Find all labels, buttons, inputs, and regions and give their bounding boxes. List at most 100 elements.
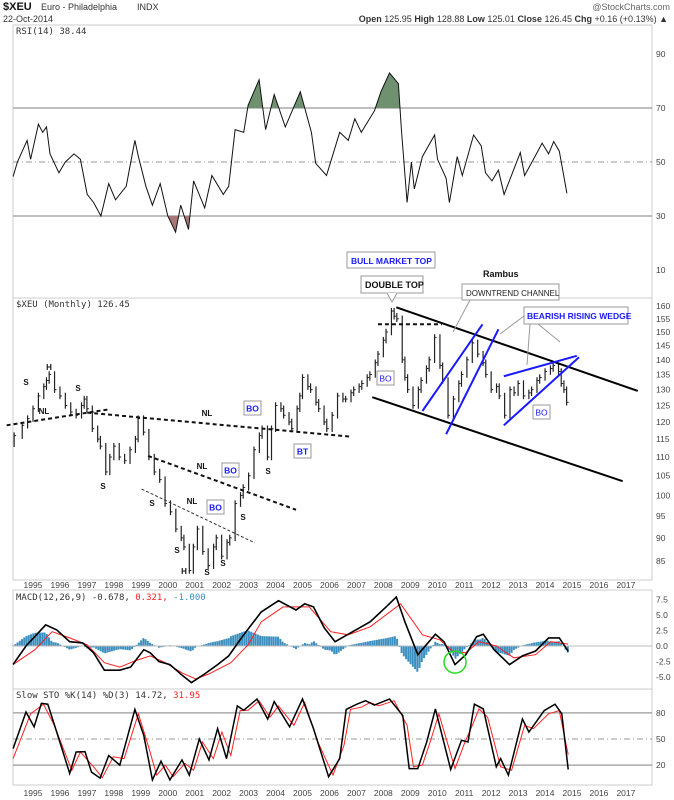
macd-histogram-bar — [52, 642, 55, 646]
macd-histogram-bar — [205, 643, 208, 646]
trendline — [395, 306, 639, 392]
macd-histogram-bar — [68, 646, 71, 650]
year-tick-label: 2007 — [347, 580, 366, 590]
quote-line: Open 125.95 High 128.88 Low 125.01 Close… — [359, 14, 668, 24]
macd-plot: 7.5 5.0 2.5 0.0 -2.5 -5.0 — [12, 595, 671, 684]
callout-downtrend-channel: DOWNTREND CHANNEL — [452, 283, 560, 333]
macd-histogram-bar — [425, 646, 428, 655]
macd-histogram-bar — [115, 646, 118, 651]
macd-histogram-bar — [371, 640, 374, 646]
year-tick-label: 2008 — [374, 580, 393, 590]
macd-histogram-bar — [254, 633, 257, 646]
price-tick-label: 120 — [656, 417, 670, 427]
macd-histogram-bar — [360, 642, 363, 646]
year-tick-label: 2012 — [482, 580, 501, 590]
macd-histogram-bar — [548, 641, 551, 646]
macd-histogram-bar — [512, 646, 515, 650]
symbol: $XEU — [3, 1, 32, 13]
macd-histogram-bar — [535, 642, 538, 646]
year-tick-label: 2006 — [320, 580, 339, 590]
macd-histogram-bar — [142, 638, 145, 646]
macd-histogram-bar — [481, 638, 484, 646]
watermark: @StockCharts.com — [592, 2, 670, 12]
macd-histogram-bar — [510, 646, 513, 653]
pattern-label: S — [149, 499, 155, 508]
macd-histogram-bar — [321, 646, 324, 649]
axes: 1995 1995 1996 1996 1997 1997 1998 1998 1999 1999… — [24, 580, 636, 798]
trendline — [147, 454, 297, 511]
breakout-label: BO — [246, 404, 259, 414]
macd-histogram-bar — [261, 636, 264, 646]
macd-histogram-bar — [373, 640, 376, 646]
sto-title: Slow STO %K(14) %D(3) 14.72, 31.95 — [16, 691, 200, 701]
macd-histogram-bar — [353, 644, 356, 646]
svg-text:DOUBLE TOP: DOUBLE TOP — [365, 280, 424, 290]
highlight-circle — [443, 650, 467, 674]
macd-histogram-bar — [557, 641, 560, 646]
year-tick-label: 2017 — [616, 788, 635, 798]
macd-histogram-bar — [180, 646, 183, 649]
macd-histogram-bar — [70, 646, 73, 650]
year-tick-label: 2008 — [374, 788, 393, 798]
macd-histogram-bar — [234, 634, 237, 646]
macd-histogram-bar — [494, 646, 497, 652]
macd-histogram-bar — [95, 646, 98, 649]
year-tick-label: 1995 — [24, 580, 43, 590]
label-box — [376, 370, 395, 386]
sto-tick-label: 50 — [656, 734, 666, 744]
macd-histogram-bar — [463, 646, 466, 650]
macd-histogram-bar — [297, 646, 300, 648]
sto-tick-label: 80 — [656, 708, 666, 718]
macd-histogram-bar — [47, 637, 50, 646]
macd-histogram-bar — [140, 640, 143, 646]
macd-histogram-bar — [151, 644, 154, 646]
year-tick-label: 2015 — [563, 580, 582, 590]
macd-histogram-bar — [101, 646, 104, 653]
macd-histogram-bar — [342, 646, 345, 650]
svg-text:DOWNTREND CHANNEL: DOWNTREND CHANNEL — [466, 289, 560, 298]
macd-histogram-bar — [560, 643, 563, 646]
pattern-label: S — [23, 378, 29, 387]
macd-histogram-bar — [304, 643, 307, 646]
macd-histogram-bar — [135, 644, 138, 646]
macd-histogram-bar — [409, 646, 412, 665]
macd-histogram-bar — [90, 646, 93, 648]
pattern-label: NL — [202, 409, 213, 418]
macd-histogram-bar — [429, 646, 432, 649]
trendline — [421, 323, 484, 412]
macd-histogram-bar — [184, 646, 187, 650]
macd-histogram-bar — [279, 638, 282, 646]
rsi-tick-label: 10 — [656, 265, 666, 275]
macd-histogram-bar — [265, 636, 268, 646]
macd-histogram-bar — [59, 644, 62, 646]
rsi-tick-label: 50 — [656, 157, 666, 167]
price-plot: 160 155 150 145 140 135 130 125 120 115 110 105 100 9… — [6, 301, 670, 574]
macd-histogram-bar — [312, 641, 315, 646]
macd-histogram-bar — [326, 646, 329, 651]
macd-histogram-bar — [25, 636, 28, 646]
macd-histogram-bar — [144, 639, 147, 646]
macd-histogram-bar — [434, 641, 437, 646]
macd-histogram-bar — [423, 646, 426, 659]
pattern-label: S — [100, 482, 106, 491]
macd-histogram-bar — [407, 646, 410, 662]
macd-histogram-bar — [355, 643, 358, 646]
macd-histogram-bar — [528, 643, 531, 646]
macd-histogram-bar — [97, 646, 100, 651]
price-tick-label: 85 — [656, 556, 666, 566]
breakout-label: BO — [379, 374, 392, 384]
macd-histogram-bar — [18, 640, 21, 646]
macd-histogram-bar — [488, 644, 491, 646]
macd-histogram-bar — [414, 646, 417, 670]
macd-tick-label: 2.5 — [656, 626, 668, 636]
macd-histogram-bar — [436, 642, 439, 646]
macd-tick-label: 5.0 — [656, 610, 668, 620]
pattern-label: S — [174, 546, 180, 555]
macd-histogram-bar — [517, 646, 520, 648]
macd-histogram-bar — [411, 646, 414, 667]
macd-histogram-bar — [393, 636, 396, 646]
macd-histogram-bar — [272, 636, 275, 646]
macd-line — [12, 595, 569, 684]
macd-histogram-bar — [315, 643, 318, 646]
macd-histogram-bar — [465, 646, 468, 648]
